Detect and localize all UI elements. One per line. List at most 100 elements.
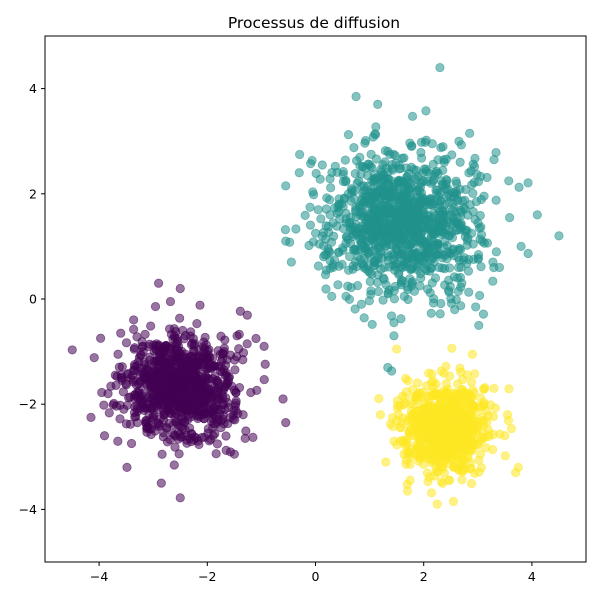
data-point <box>413 406 423 416</box>
data-point <box>372 277 383 288</box>
data-point <box>468 385 478 395</box>
data-point <box>231 398 241 408</box>
data-point <box>175 283 185 294</box>
data-point <box>427 278 437 288</box>
data-point <box>514 182 524 192</box>
data-point <box>409 249 419 259</box>
data-point <box>223 418 233 429</box>
data-point <box>423 245 433 255</box>
data-point <box>365 188 376 199</box>
data-point <box>423 407 434 417</box>
data-point <box>370 255 380 265</box>
data-point <box>444 231 454 241</box>
data-point <box>154 278 164 288</box>
data-point <box>407 278 417 288</box>
data-point <box>453 253 463 263</box>
data-point <box>380 157 390 167</box>
data-point <box>436 366 446 376</box>
data-point <box>252 385 262 395</box>
data-point <box>435 62 445 73</box>
data-point <box>122 462 132 473</box>
data-point <box>169 460 179 470</box>
data-point <box>385 220 395 230</box>
data-point <box>371 122 381 132</box>
data-point <box>489 155 499 165</box>
data-point <box>178 325 188 336</box>
data-point <box>325 174 335 184</box>
data-point <box>438 210 448 220</box>
data-point <box>359 313 369 323</box>
data-point <box>428 298 439 308</box>
data-point <box>166 408 176 418</box>
data-point <box>395 422 405 432</box>
data-point <box>402 486 413 496</box>
data-point <box>399 153 409 163</box>
data-point <box>324 227 334 237</box>
data-point <box>211 449 221 459</box>
data-point <box>209 361 219 371</box>
data-point <box>341 177 351 187</box>
data-point <box>412 419 422 429</box>
data-point <box>221 431 231 441</box>
data-point <box>164 418 174 428</box>
data-point <box>373 286 384 297</box>
data-point <box>170 442 180 452</box>
data-point <box>223 402 234 413</box>
data-point <box>494 262 505 273</box>
data-point <box>439 157 449 168</box>
data-point <box>466 440 477 450</box>
data-point <box>421 135 431 145</box>
data-point <box>455 157 465 167</box>
data-point <box>67 345 77 355</box>
data-point <box>446 298 457 308</box>
data-point <box>435 463 445 473</box>
data-point <box>345 238 356 249</box>
data-point <box>532 210 542 220</box>
data-point <box>99 400 109 410</box>
data-point <box>343 281 353 291</box>
data-point <box>332 221 342 231</box>
data-point <box>441 192 452 202</box>
data-point <box>124 393 134 403</box>
data-point <box>456 140 466 150</box>
data-point <box>427 369 437 379</box>
data-point <box>470 153 480 163</box>
data-point <box>452 179 462 189</box>
data-point <box>481 442 491 453</box>
data-point <box>96 333 106 343</box>
data-point <box>430 229 440 240</box>
data-point <box>432 499 442 509</box>
data-point <box>382 232 392 242</box>
data-point <box>278 394 288 404</box>
data-point <box>415 212 425 222</box>
data-point <box>165 435 175 445</box>
data-point <box>338 166 348 177</box>
data-point <box>313 261 324 271</box>
data-point <box>321 284 331 294</box>
data-point <box>389 286 399 296</box>
series-0 <box>67 278 291 503</box>
data-point <box>462 258 472 269</box>
data-point <box>462 240 472 250</box>
data-point <box>448 454 458 465</box>
y-tick-label: 0 <box>29 292 37 307</box>
data-point <box>315 174 325 184</box>
data-point <box>416 147 426 158</box>
data-point <box>399 291 409 301</box>
data-point <box>461 398 471 409</box>
data-point <box>474 320 484 331</box>
data-point <box>445 371 455 381</box>
data-point <box>180 367 190 378</box>
data-point <box>313 205 323 215</box>
data-point <box>410 448 420 458</box>
data-point <box>371 154 381 164</box>
data-point <box>113 436 123 446</box>
data-point <box>158 405 169 415</box>
data-point <box>406 205 416 215</box>
data-point <box>349 143 359 153</box>
data-point <box>435 196 445 207</box>
data-point <box>451 403 462 413</box>
data-point <box>117 362 127 372</box>
data-point <box>168 351 178 361</box>
data-point <box>210 382 220 392</box>
